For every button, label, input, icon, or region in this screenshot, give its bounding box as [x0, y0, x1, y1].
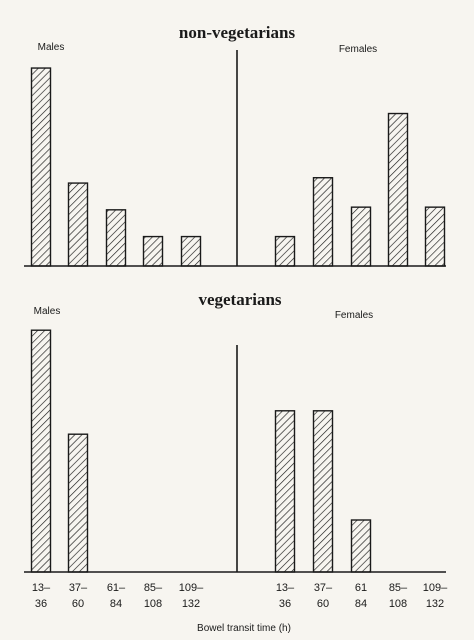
non-vegetarians-males-label: Males — [38, 42, 65, 53]
x-tick-label-line-1: 61– — [107, 582, 126, 594]
x-tick-label: 61– 84 — [107, 582, 126, 610]
non-vegetarians-males-bar-2 — [67, 182, 89, 267]
x-tick-label: 85– 108 — [144, 582, 163, 610]
x-tick-label: 13– 36 — [276, 582, 295, 610]
x-tick-label-line-1: 61 — [355, 582, 367, 594]
x-tick-label-line-2: 108 — [389, 598, 407, 610]
x-tick-label-line-2: 84 — [355, 598, 367, 610]
x-tick-label-line-2: 36 — [35, 598, 47, 610]
x-tick-label: 13– 36 — [32, 582, 51, 610]
x-tick-label-line-2: 132 — [426, 598, 444, 610]
x-tick-label-line-1: 37– — [314, 582, 333, 594]
vegetarians-females-bar-2 — [312, 410, 334, 573]
x-tick-label-line-1: 37– — [69, 582, 88, 594]
vegetarians-females-label: Females — [335, 310, 373, 321]
non-vegetarians-females-bar-3 — [350, 206, 372, 267]
x-tick-label-line-1: 109– — [179, 582, 204, 594]
vegetarians-title: vegetarians — [198, 290, 281, 309]
non-vegetarians-males-bar-1 — [30, 67, 52, 267]
x-tick-label: 61 84 — [355, 582, 367, 610]
non-vegetarians-females-bar-2 — [312, 177, 334, 267]
non-vegetarians-females-bar-1 — [274, 235, 296, 267]
non-vegetarians-females-bar-5 — [424, 206, 446, 267]
panel-vegetarians: vegetarians Males Females — [24, 290, 446, 573]
panel-non-vegetarians: non-vegetarians Males Females — [24, 23, 446, 267]
vegetarians-males-bar-2 — [67, 433, 89, 573]
non-vegetarians-females-label: Females — [339, 44, 377, 55]
x-tick-label-line-2: 36 — [279, 598, 291, 610]
x-tick-label: 37– 60 — [314, 582, 333, 610]
vegetarians-females-bar-3 — [350, 519, 372, 573]
x-tick-label-line-2: 84 — [110, 598, 122, 610]
x-tick-label-line-1: 13– — [32, 582, 51, 594]
x-tick-label-line-1: 109– — [423, 582, 448, 594]
x-tick-label: 37– 60 — [69, 582, 88, 610]
x-tick-label-line-2: 132 — [182, 598, 200, 610]
x-tick-label-line-1: 85– — [144, 582, 163, 594]
vegetarians-males-label: Males — [34, 306, 61, 317]
non-vegetarians-females-bar-4 — [387, 112, 409, 267]
non-vegetarians-title: non-vegetarians — [179, 23, 296, 42]
x-tick-label-line-2: 60 — [72, 598, 84, 610]
vegetarians-males-bar-1 — [30, 329, 52, 573]
non-vegetarians-males-bar-4 — [142, 235, 164, 267]
vegetarians-females-bar-1 — [274, 410, 296, 573]
non-vegetarians-males-bar-5 — [180, 235, 202, 267]
x-tick-label-line-2: 108 — [144, 598, 162, 610]
x-tick-label-line-1: 13– — [276, 582, 295, 594]
x-tick-label-line-2: 60 — [317, 598, 329, 610]
x-axis-title: Bowel transit time (h) — [197, 623, 291, 634]
x-tick-label: 85– 108 — [389, 582, 408, 610]
non-vegetarians-males-bar-3 — [105, 209, 127, 267]
x-tick-label-line-1: 85– — [389, 582, 408, 594]
x-tick-label: 109– 132 — [423, 582, 448, 610]
x-tick-label: 109– 132 — [179, 582, 204, 610]
